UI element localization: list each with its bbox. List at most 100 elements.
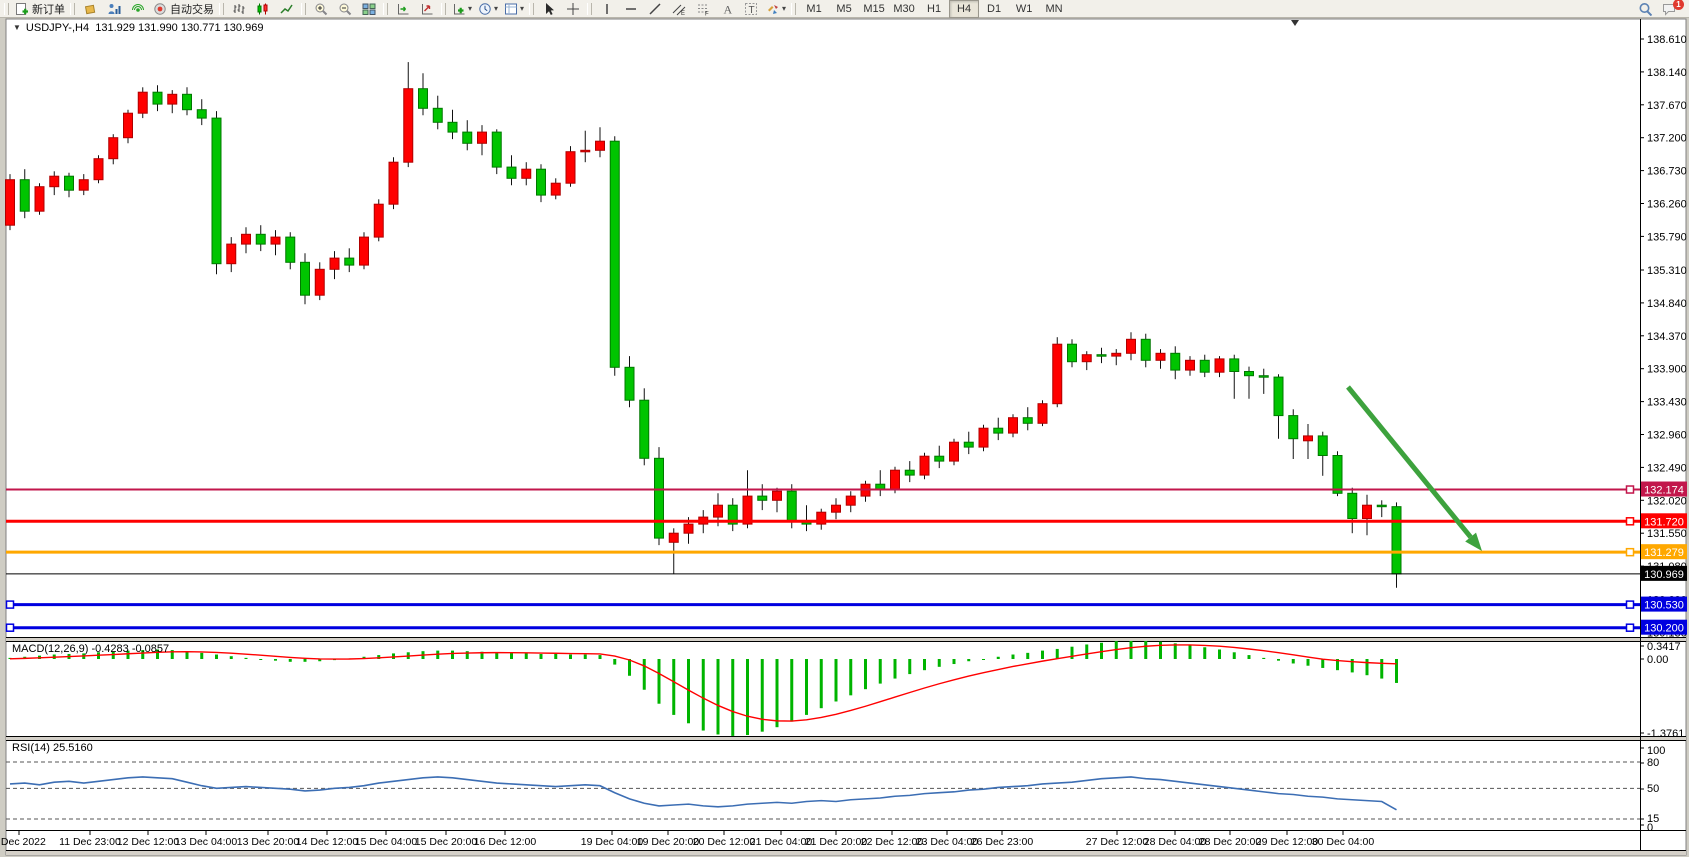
candle-up[interactable]	[329, 257, 340, 270]
candle-down[interactable]	[1347, 492, 1358, 519]
candle-down[interactable]	[1391, 506, 1402, 575]
candle-up[interactable]	[668, 532, 679, 543]
fibonacci-tool-button[interactable]: F	[691, 0, 715, 18]
horizontal-line-tool-button[interactable]	[619, 0, 643, 18]
candle-down[interactable]	[536, 168, 546, 196]
vertical-line-tool-button[interactable]	[595, 0, 619, 18]
candle-up[interactable]	[1008, 417, 1018, 434]
timeframe-m15-button[interactable]: M15	[863, 2, 885, 15]
candle-down[interactable]	[1199, 359, 1210, 373]
dropdown-caret-icon[interactable]: ▾	[782, 4, 787, 13]
crosshair-tool-button[interactable]	[561, 0, 585, 18]
candle-down[interactable]	[255, 233, 266, 245]
candle-up[interactable]	[314, 268, 325, 296]
trendline-tool-button[interactable]	[643, 0, 667, 18]
bar-chart-mode-button[interactable]	[227, 0, 251, 18]
candle-down[interactable]	[1376, 504, 1387, 508]
candle-up[interactable]	[595, 140, 605, 151]
timeframe-h4-button[interactable]: H4	[949, 0, 980, 18]
dropdown-caret-icon[interactable]: ▾	[520, 4, 525, 13]
candle-up[interactable]	[78, 179, 89, 191]
market-watch-button[interactable]	[78, 0, 102, 18]
new-order-button[interactable]: 新订单	[12, 0, 68, 18]
candle-up[interactable]	[772, 490, 782, 501]
auto-trading-button[interactable]: 自动交易	[150, 0, 217, 18]
hline-131.720[interactable]	[6, 517, 1640, 526]
candle-up[interactable]	[521, 168, 532, 179]
hline-handle[interactable]	[1625, 547, 1635, 557]
hline-handle[interactable]	[1625, 485, 1635, 494]
text-tool-button[interactable]: A	[715, 0, 739, 18]
candle-down[interactable]	[196, 109, 207, 119]
timeframe-m30-button[interactable]: M30	[893, 2, 915, 15]
navigator-button[interactable]	[126, 0, 150, 18]
hline-132.174[interactable]	[6, 485, 1640, 494]
hline-131.279[interactable]	[6, 547, 1640, 557]
hline-130.200[interactable]	[5, 623, 1640, 632]
search-button[interactable]	[1633, 0, 1657, 18]
candle-up[interactable]	[1155, 352, 1166, 361]
candle-up[interactable]	[949, 441, 959, 462]
zoom-in-button[interactable]	[309, 0, 333, 18]
candle-up[interactable]	[34, 186, 45, 212]
tile-windows-button[interactable]	[357, 0, 381, 18]
candle-down[interactable]	[875, 483, 886, 490]
candle-down[interactable]	[654, 457, 664, 539]
candle-up[interactable]	[49, 175, 60, 188]
candle-down[interactable]	[285, 236, 296, 263]
candle-down[interactable]	[904, 469, 915, 476]
hline-handle[interactable]	[5, 623, 15, 632]
cursor-tool-button[interactable]	[537, 0, 561, 18]
candle-up[interactable]	[742, 495, 753, 525]
timeframe-w1-button[interactable]: W1	[1015, 2, 1033, 15]
candle-up[interactable]	[550, 182, 561, 196]
candle-up[interactable]	[978, 427, 989, 448]
timeframe-d1-button[interactable]: D1	[987, 2, 1002, 15]
candle-down[interactable]	[211, 117, 222, 265]
candle-up[interactable]	[93, 158, 104, 181]
candle-down[interactable]	[19, 179, 30, 212]
candle-down[interactable]	[786, 490, 797, 522]
candle-down[interactable]	[1317, 435, 1328, 456]
candle-down[interactable]	[182, 93, 192, 111]
candle-up[interactable]	[5, 179, 15, 226]
candle-down[interactable]	[152, 91, 163, 105]
text-label-tool-button[interactable]: T	[739, 0, 763, 18]
candle-down[interactable]	[447, 121, 458, 133]
candle-up[interactable]	[137, 91, 148, 114]
candle-down[interactable]	[1022, 417, 1033, 424]
candle-up[interactable]	[1037, 403, 1048, 424]
notifications-button[interactable]: 1	[1657, 0, 1684, 18]
candle-up[interactable]	[108, 137, 119, 160]
candle-down[interactable]	[1229, 358, 1240, 372]
candle-up[interactable]	[713, 504, 723, 518]
equidistant-channel-tool-button[interactable]: E	[667, 0, 691, 18]
candle-down[interactable]	[1258, 375, 1269, 378]
dropdown-caret-icon[interactable]: ▾	[468, 4, 473, 13]
candle-down[interactable]	[1288, 415, 1299, 440]
candle-down[interactable]	[64, 175, 74, 191]
candle-down[interactable]	[757, 495, 768, 501]
arrows-tool-button[interactable]: ▾	[763, 0, 789, 18]
dropdown-caret-icon[interactable]: ▾	[494, 4, 499, 13]
chart-shift-marker[interactable]	[1291, 20, 1299, 26]
candle-down[interactable]	[1067, 343, 1077, 363]
candle-up[interactable]	[890, 469, 900, 490]
hline-handle[interactable]	[5, 600, 15, 609]
templates-button[interactable]: ▾	[501, 0, 527, 18]
candle-up[interactable]	[373, 203, 384, 238]
candle-down[interactable]	[727, 504, 738, 525]
candle-up[interactable]	[831, 504, 841, 513]
candlestick-mode-button[interactable]	[251, 0, 275, 18]
auto-scroll-button[interactable]	[391, 0, 415, 18]
candle-down[interactable]	[639, 399, 650, 459]
timeframe-m1-button[interactable]: M1	[806, 2, 822, 15]
indicators-list-button[interactable]: ▾	[449, 0, 475, 18]
candle-up[interactable]	[359, 236, 369, 266]
candle-down[interactable]	[624, 366, 635, 401]
hline-130.530[interactable]	[5, 600, 1640, 609]
candle-down[interactable]	[1244, 371, 1254, 377]
candle-down[interactable]	[609, 140, 620, 368]
hline-handle[interactable]	[1625, 623, 1635, 632]
